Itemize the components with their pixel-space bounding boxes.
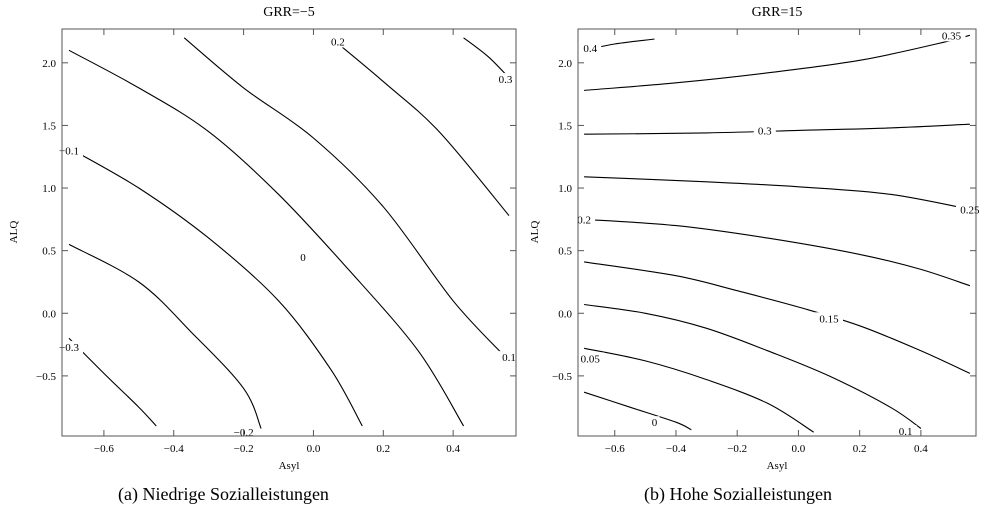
- panel-a-x-tick-label: 0.0: [307, 443, 321, 455]
- panel-b-y-tick-label: 2.0: [558, 58, 572, 70]
- panel-a-contour-label: 0.1: [502, 352, 516, 364]
- panel-b-x-axis-label: Asyl: [767, 460, 788, 472]
- panel-b-y-axis-label: ALQ: [529, 221, 541, 244]
- panel-a-contour-line: [68, 337, 157, 427]
- panel-b-y-tick-label: 1.0: [558, 183, 572, 195]
- panel-b-y-tick-label: 0.5: [558, 246, 572, 258]
- panel-a-contour-label: 0: [300, 252, 306, 264]
- panel-b-contour-label: 0.1: [899, 426, 913, 438]
- panel-b-contour-label: 0.25: [960, 204, 980, 216]
- panel-a-contours: [68, 37, 510, 429]
- panel-b-contour-label-bg: [815, 312, 843, 325]
- panel-a-contour-line: [68, 147, 363, 427]
- panel-b-y-tick-label: 0.0: [558, 308, 572, 320]
- panel-b-x-tick-label: 0.4: [914, 443, 928, 455]
- panel-b-x-tick-label: 0.2: [853, 443, 867, 455]
- panel-b-y-tick-label: −0.5: [552, 371, 572, 383]
- panel-a-contour-label: −0.1: [59, 146, 79, 158]
- panel-b-tick-labels: −0.6 −0.4 −0.2 0.0 0.2 0.4 −0.5 0.0 0.5 1.0 1.5 2.0: [552, 58, 928, 455]
- panel-b-contour-line: [584, 303, 922, 429]
- panel-b-contour-line: [584, 261, 971, 374]
- panel-a-x-tick-label: −0.2: [234, 443, 254, 455]
- panel-b-contour-label-bg: [576, 352, 605, 365]
- panel-a-x-tick-label: −0.4: [164, 443, 184, 455]
- panel-b-ticks: [578, 29, 976, 436]
- panel-a-contour-label-bg: [494, 73, 517, 86]
- panel-b-contour-label-bg: [894, 425, 917, 437]
- panel-b-contour-label: 0: [652, 417, 658, 429]
- panel-b-contour-line: [584, 176, 971, 210]
- panel-b-contour-label-bg: [573, 213, 596, 226]
- panel-b-contour-line: [584, 34, 971, 91]
- panel-a-contour-line: [68, 243, 262, 429]
- panel-a-contour-labels: 0.30.20.10−0.1−0.2−0.3: [55, 35, 520, 439]
- panel-b-x-tick-label: 0.0: [792, 443, 806, 455]
- panel-a-x-tick-label: 0.4: [446, 443, 460, 455]
- panel-b-contour-label: 0.05: [581, 353, 601, 365]
- panel-b-contour-line: [584, 218, 971, 287]
- panel-a-contour-label-bg: [298, 250, 308, 263]
- panel-a-contour-label: 0.3: [499, 74, 513, 86]
- panel-a-plot-frame: [61, 28, 517, 437]
- panel-a-y-tick-label: 0.5: [42, 246, 56, 258]
- panel-a-tick-labels: −0.6 −0.4 −0.2 0.0 0.2 0.4 −0.5 0.0 0.5 1.0 1.5 2.0: [36, 58, 460, 455]
- panel-a-y-tick-label: 2.0: [42, 58, 56, 70]
- panel-a-y-tick-label: 1.5: [42, 120, 56, 132]
- panel-b-contours: [583, 34, 971, 433]
- panel-b-title: GRR=15: [752, 5, 803, 20]
- panel-b-contour-label: 0.4: [583, 43, 597, 55]
- panel-a-contour-line: [68, 49, 465, 427]
- panel-a-y-tick-label: 0.0: [42, 308, 56, 320]
- panel-b-contour-label-bg: [649, 416, 660, 429]
- panel-a-contour-line: [330, 37, 510, 216]
- panel-b-contour-labels: 0.4 0.35 0.3 0.25 0.2 0.15 0.05 0.1 0: [573, 29, 984, 438]
- panel-b-x-tick-label: −0.2: [727, 443, 747, 455]
- panel-b-x-tick-label: −0.4: [666, 443, 686, 455]
- panel-a-x-tick-label: −0.6: [94, 443, 114, 455]
- panel-b-plot-frame: [577, 28, 977, 437]
- panel-b-contour-label: 0.35: [942, 30, 962, 42]
- panel-b-contour-line: [584, 123, 970, 135]
- panel-b-contour-label: 0.2: [577, 214, 591, 226]
- panel-b-contour-label-bg: [579, 41, 602, 54]
- panel-a-y-axis-label: ALQ: [8, 221, 20, 244]
- panel-a-contour-label: −0.3: [59, 342, 79, 354]
- panel-a-contour-label: 0.2: [331, 37, 345, 49]
- panel-a-contour-line: [183, 37, 506, 358]
- panel-a-caption: (a) Niedrige Sozialleistungen: [118, 484, 329, 505]
- panel-b-contour-line: [583, 347, 814, 433]
- panel-a-contour-line: [463, 37, 510, 79]
- panel-a-y-tick-label: 1.0: [42, 183, 56, 195]
- panel-a: GRR=−5 0.30.20.10−0.1−0.2−0.3 −0.6 −0.4 −0…: [8, 5, 520, 505]
- panel-a-contour-label-bg: [498, 351, 520, 364]
- panel-b-contour-label-bg: [937, 29, 966, 42]
- panel-b-caption: (b) Hohe Sozialleistungen: [644, 484, 832, 505]
- panel-a-x-axis-label: Asyl: [279, 460, 300, 472]
- panel-b-contour-label: 0.15: [819, 313, 839, 325]
- panel-b-contour-label-bg: [753, 124, 776, 137]
- panel-b-contour-label-bg: [955, 203, 984, 216]
- panel-b-x-tick-label: −0.6: [605, 443, 625, 455]
- panel-b-y-tick-label: 1.5: [558, 120, 572, 132]
- panel-b: GRR=15 0.4 0.35 0.3 0.25 0.2 0.15 0.05 0.1 0 −0.…: [529, 5, 984, 505]
- panel-a-title: GRR=−5: [263, 5, 315, 20]
- panel-a-x-tick-label: 0.2: [376, 443, 390, 455]
- panel-b-contour-line: [583, 391, 692, 431]
- panel-b-contour-label: 0.3: [758, 125, 772, 137]
- panel-a-ticks: [62, 29, 516, 436]
- panel-a-y-tick-label: −0.5: [36, 371, 56, 383]
- panel-a-contour-label-bg: [326, 35, 349, 48]
